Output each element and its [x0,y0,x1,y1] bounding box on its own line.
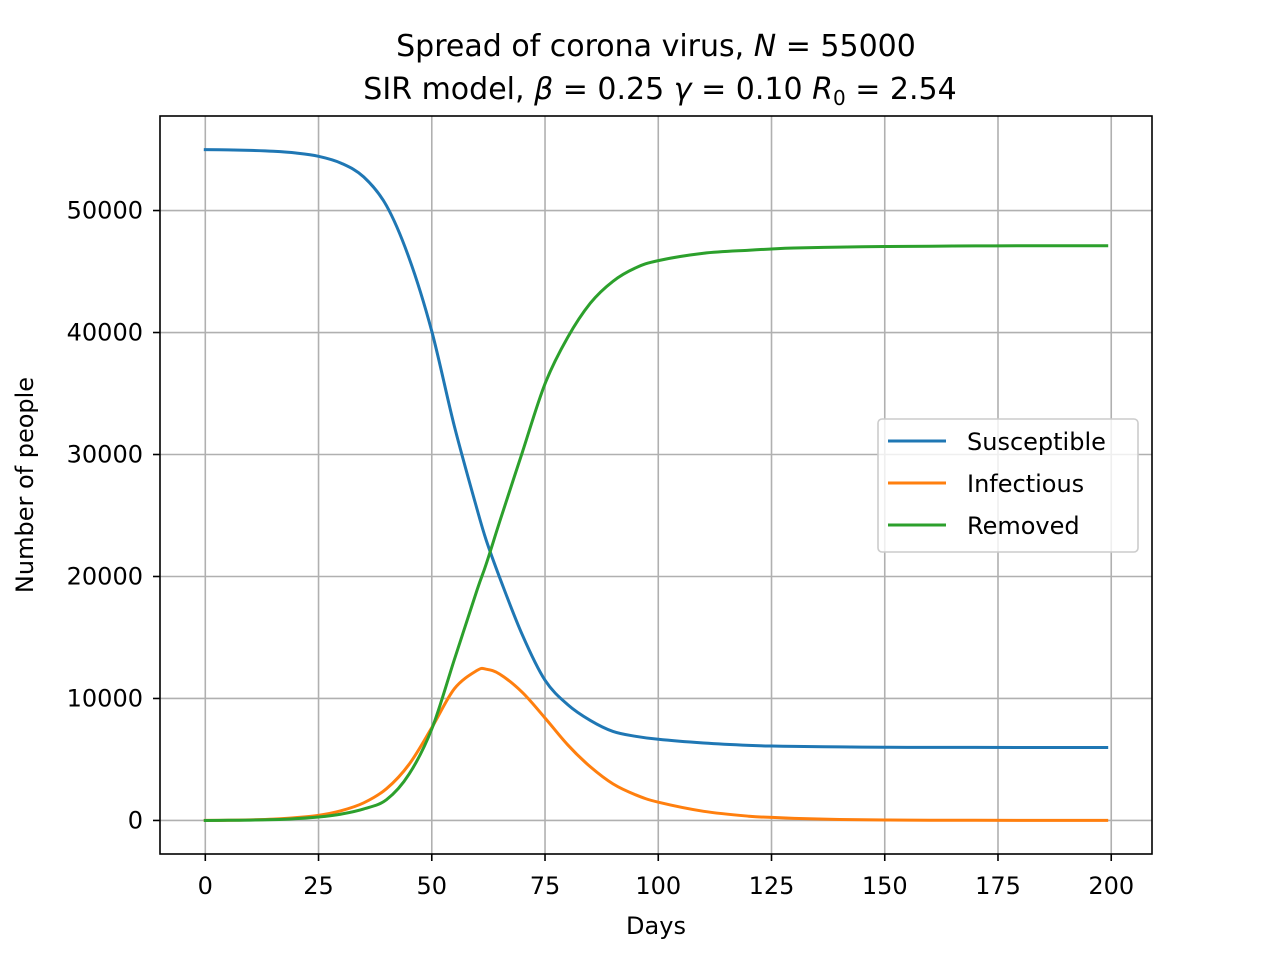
legend: Susceptible Infectious Removed [877,418,1139,553]
legend-label-removed: Removed [967,512,1080,540]
legend-label-infectious: Infectious [967,470,1084,498]
legend-box [877,418,1139,553]
x-tick-label: 125 [749,872,795,900]
y-tick-label: 0 [128,806,143,834]
x-tick-label: 0 [198,872,213,900]
x-tick-label: 175 [975,872,1021,900]
x-ticks: 0 25 50 75 100 125 150 175 200 [198,854,1134,900]
y-tick-label: 40000 [67,319,143,347]
x-tick-label: 100 [635,872,681,900]
y-tick-label: 10000 [67,684,143,712]
series-line-removed [203,244,1109,823]
y-axis-label: Number of people [11,377,39,593]
series-line-susceptible [203,148,1109,749]
y-tick-label: 50000 [67,197,143,225]
x-tick-label: 200 [1088,872,1134,900]
legend-label-susceptible: Susceptible [967,428,1106,456]
series-line-infectious [203,666,1109,822]
x-tick-label: 75 [530,872,561,900]
series-lines [203,148,1109,823]
chart-title-line-2: SIR model, β = 0.25 γ = 0.10 R0 = 2.54 [363,72,956,110]
y-ticks: 0 10000 20000 30000 40000 50000 [67,197,160,834]
y-tick-label: 30000 [67,441,143,469]
x-tick-label: 150 [862,872,908,900]
chart-title-line-1: Spread of corona virus, N = 55000 [396,29,916,64]
x-axis-label: Days [626,912,686,940]
y-tick-label: 20000 [67,562,143,590]
plot-frame [159,115,1153,855]
x-tick-label: 25 [303,872,334,900]
x-tick-label: 50 [417,872,448,900]
